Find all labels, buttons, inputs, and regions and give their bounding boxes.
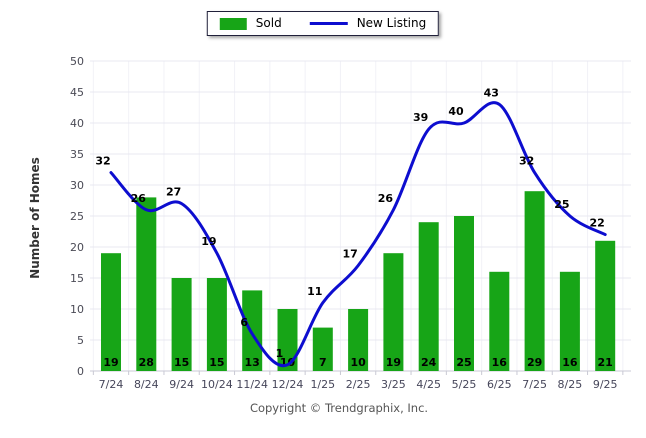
sold-bar [595,240,616,371]
line-point-label: 32 [95,155,110,168]
y-axis-tick-label: 25 [70,210,84,223]
bar-value-label: 16 [492,356,508,369]
line-point-label: 26 [378,192,394,205]
bar-value-label: 21 [598,356,613,369]
sold-bar [559,271,580,371]
bar-value-label: 19 [103,356,118,369]
y-axis-tick-label: 0 [77,365,84,378]
line-point-label: 39 [413,111,428,124]
line-point-label: 11 [307,285,322,298]
x-axis-tick-label: 9/24 [169,378,194,391]
line-point-label: 1 [276,347,284,360]
sold-bar [418,222,439,371]
line-point-label: 32 [519,155,534,168]
x-axis-tick-label: 8/25 [558,378,583,391]
sold-bar [454,216,474,371]
y-axis-tick-label: 35 [70,148,84,161]
legend: Sold New Listing [206,11,440,36]
x-axis-tick-label: 7/24 [99,378,124,391]
line-point-label: 25 [554,198,569,211]
bar-value-label: 15 [174,356,189,369]
line-point-label: 22 [590,217,605,230]
sold-bar [171,278,192,371]
bar-value-label: 24 [421,356,437,369]
line-point-label: 43 [484,86,499,99]
copyright-caption: Copyright © Trendgraphix, Inc. [249,401,429,415]
sold-bar [206,278,227,371]
line-point-label: 19 [201,235,216,248]
y-axis-tick-label: 50 [70,55,84,68]
x-axis-tick-label: 6/25 [487,378,512,391]
legend-swatch-new-listing [309,22,348,25]
bar-value-label: 15 [209,356,224,369]
sold-bar [312,327,333,371]
line-point-label: 6 [240,316,248,329]
line-point-label: 17 [342,248,357,261]
x-axis-tick-label: 7/25 [522,378,547,391]
y-axis-tick-label: 20 [70,241,84,254]
y-axis-tick-label: 5 [77,334,84,347]
bar-value-label: 16 [562,356,578,369]
x-axis-tick-label: 4/25 [416,378,441,391]
x-axis-tick-label: 11/24 [236,378,268,391]
sold-bar [136,197,157,371]
y-axis-tick-label: 40 [70,117,84,130]
x-axis-tick-label: 3/25 [381,378,406,391]
legend-label-sold: Sold [255,16,282,30]
bar-value-label: 28 [139,356,154,369]
sold-bar [489,271,510,371]
sold-bar [242,290,263,371]
bar-value-label: 29 [527,356,542,369]
y-axis-tick-label: 45 [70,86,84,99]
sold-bar [101,253,121,371]
bar-value-label: 10 [350,356,366,369]
sold-bar [348,309,369,371]
line-point-label: 26 [131,192,147,205]
line-point-label: 40 [448,105,464,118]
sold-bar [524,191,545,371]
line-point-label: 27 [166,186,181,199]
sold-bar [277,309,298,371]
bar-value-label: 25 [456,356,471,369]
x-axis-tick-label: 12/24 [272,378,304,391]
x-axis-tick-label: 2/25 [346,378,371,391]
new-listing-line [109,101,607,368]
y-axis-title: Number of Homes [28,157,42,279]
bar-value-label: 19 [386,356,401,369]
bar-value-label: 7 [319,356,327,369]
sold-bar [383,253,404,371]
bar-value-label: 13 [245,356,260,369]
y-axis-tick-label: 15 [70,272,84,285]
x-axis-tick-label: 10/24 [201,378,233,391]
legend-label-new-listing: New Listing [356,16,427,30]
x-axis-tick-label: 1/25 [310,378,335,391]
x-axis-tick-label: 8/24 [134,378,159,391]
y-axis-tick-label: 10 [70,303,84,316]
x-axis-tick-label: 9/25 [593,378,618,391]
legend-swatch-sold [219,17,247,30]
x-axis-tick-label: 5/25 [452,378,477,391]
y-axis-tick-label: 30 [70,179,84,192]
